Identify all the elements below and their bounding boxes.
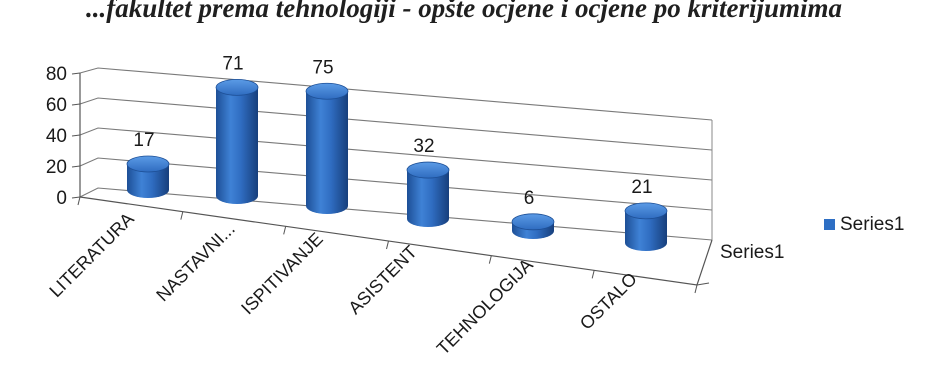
bar — [126, 155, 170, 198]
bar — [624, 202, 668, 251]
y-tick-label: 40 — [46, 126, 67, 147]
gridline — [79, 127, 713, 181]
bar-body — [216, 87, 258, 204]
bar-top — [511, 213, 555, 231]
bar-top — [406, 161, 450, 179]
legend: Series1 — [824, 214, 904, 235]
bar-top — [126, 155, 170, 173]
bar-top — [624, 202, 668, 220]
data-label: 75 — [312, 57, 333, 78]
bar — [406, 161, 450, 227]
x-tick-label: ISPITIVANJE — [237, 229, 327, 319]
data-label: 21 — [631, 177, 652, 198]
bar-body — [625, 210, 667, 251]
x-tick-label: NASTAVNI... — [152, 219, 239, 306]
bar-body — [127, 163, 169, 198]
x-tick-mark — [77, 196, 81, 206]
bar-top — [215, 78, 259, 96]
y-tick-mark — [71, 72, 81, 75]
y-tick-mark — [71, 196, 81, 199]
bars — [126, 78, 668, 251]
chart-title: ...fakultet prema tehnologiji - opšte oc… — [86, 0, 842, 23]
data-label: 71 — [222, 53, 243, 74]
y-tick-label: 80 — [46, 64, 67, 85]
x-tick-label: LITERATURA — [45, 209, 137, 301]
gridline — [79, 157, 713, 211]
y-tick-label: 0 — [56, 188, 67, 209]
x-tick-label: TEHNOLOGIJA — [433, 255, 537, 359]
x-tick-label: ASISTENT — [344, 242, 420, 318]
depth-axis-label: Series1 — [720, 242, 784, 263]
data-label: 6 — [524, 188, 535, 209]
legend-label: Series1 — [840, 214, 904, 235]
bar-top — [305, 82, 349, 100]
y-tick-label: 20 — [46, 157, 67, 178]
y-tick-mark — [71, 134, 81, 137]
x-tick-mark — [694, 284, 698, 294]
x-tick-label: OSTALO — [576, 269, 641, 334]
y-tick-mark — [71, 103, 81, 106]
x-tick-mark — [488, 255, 492, 264]
bar-body — [407, 170, 449, 227]
depth-tick-mark — [696, 282, 710, 286]
gridline — [79, 67, 713, 121]
bar — [305, 82, 349, 214]
x-tick-mark — [386, 240, 389, 250]
axes — [71, 72, 713, 294]
data-label: 32 — [413, 136, 434, 157]
y-tick-mark — [71, 165, 81, 168]
bar — [511, 213, 555, 239]
bar-body — [306, 91, 348, 214]
data-label: 17 — [133, 130, 154, 151]
gridline — [79, 187, 713, 241]
x-tick-mark — [591, 270, 595, 279]
x-tick-mark — [283, 226, 287, 235]
y-tick-label: 60 — [46, 95, 67, 116]
bar — [215, 78, 259, 204]
gridline — [79, 97, 713, 151]
legend-swatch — [824, 219, 835, 230]
gridlines — [79, 67, 713, 241]
x-tick-mark — [180, 211, 184, 220]
